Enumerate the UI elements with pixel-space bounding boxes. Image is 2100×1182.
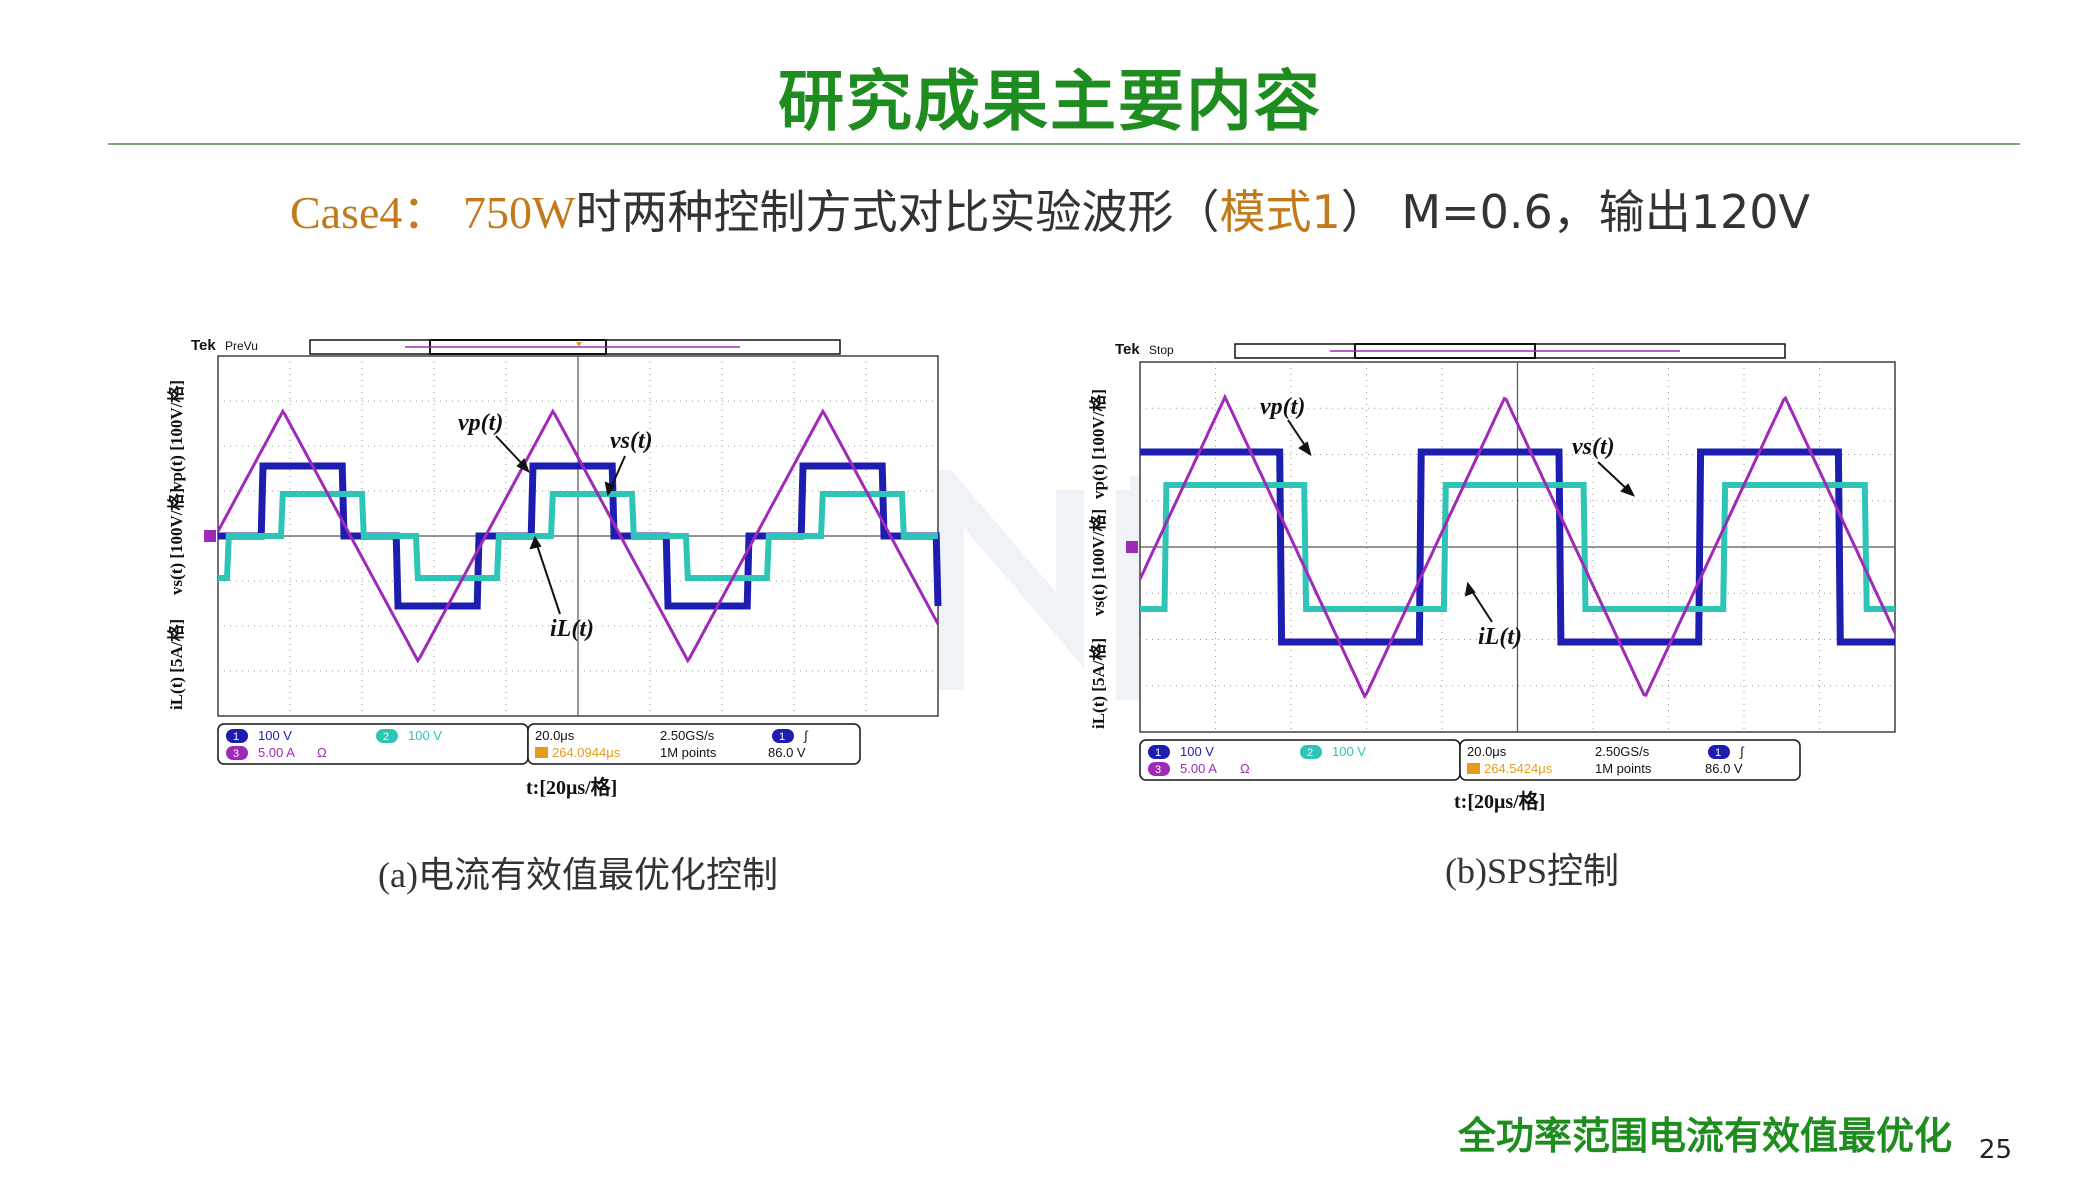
trigger-position: 264.5424μs: [1484, 761, 1553, 776]
scope-status-panel: 1 100 V 2 100 V 3 5.00 A Ω 20.0μs 2.50GS…: [217, 723, 861, 765]
trace-label-il: iL(t): [550, 616, 594, 642]
caption-a: (a)电流有效值最优化控制: [378, 855, 778, 895]
sample-rate: 2.50GS/s: [660, 728, 715, 743]
ylabels: vp(t) [100V/格] vs(t) [100V/格] iL(t) [5A/…: [166, 380, 186, 710]
timebase: 20.0μs: [535, 728, 575, 743]
scope-status: PreVu: [225, 339, 258, 353]
trigger-level: 86.0 V: [768, 745, 806, 760]
svg-text:1: 1: [1715, 747, 1721, 759]
slide-subtitle: Case4： 750W时两种控制方式对比实验波形（模式1） M=0.6，输出12…: [0, 176, 2100, 242]
ch2-scale: 100 V: [408, 728, 442, 743]
trace-label-il: iL(t): [1478, 624, 1522, 650]
xlabel: t:[20μs/格]: [526, 775, 617, 799]
xlabel: t:[20μs/格]: [1454, 789, 1545, 813]
subtitle-mode: 模式1: [1219, 185, 1341, 239]
svg-text:2: 2: [383, 731, 389, 743]
ylabel-vp: vp(t) [100V/格]: [166, 380, 186, 490]
subtitle-text-2: ） M=0.6，输出120V: [1340, 185, 1811, 239]
waveform-traces: [204, 408, 942, 664]
scope-status-panel: 1 100 V 2 100 V 3 5.00 A Ω 20.0μs 2.50GS…: [1139, 739, 1801, 781]
ch3-unit: Ω: [317, 745, 327, 760]
sample-rate: 2.50GS/s: [1595, 744, 1650, 759]
scope-brand: Tek: [191, 337, 216, 354]
page-number: 25: [1978, 1135, 2012, 1165]
trace-label-vs: vs(t): [1572, 434, 1615, 460]
trace-label-vs: vs(t): [610, 428, 653, 454]
ch3-unit: Ω: [1240, 761, 1250, 776]
svg-text:2: 2: [1307, 747, 1313, 759]
svg-text:3: 3: [233, 748, 239, 760]
scope-brand: Tek: [1115, 341, 1140, 358]
svg-text:1: 1: [779, 731, 785, 743]
trigger-position: 264.0944μs: [552, 745, 621, 760]
trigger-level: 86.0 V: [1705, 761, 1743, 776]
svg-text:1: 1: [233, 731, 239, 743]
svg-text:∫: ∫: [803, 728, 809, 743]
slide-title: 研究成果主要内容: [778, 63, 1322, 140]
svg-text:1: 1: [1155, 747, 1161, 759]
ylabel-vs: vs(t) [100V/格]: [1088, 509, 1108, 616]
ylabel-vp: vp(t) [100V/格]: [1088, 389, 1108, 499]
ylabel-il: iL(t) [5A/格]: [166, 619, 186, 710]
subtitle-case-label: Case4：: [289, 187, 449, 238]
ch2-scale: 100 V: [1332, 744, 1366, 759]
svg-text:3: 3: [1155, 764, 1161, 776]
trace-label-vp: vp(t): [1260, 394, 1305, 420]
ch1-scale: 100 V: [258, 728, 292, 743]
record-length: 1M points: [1595, 761, 1652, 776]
oscilloscope-figure-b: Tek Stop vp(t) [100V/格] vs(t) [100V/格] i…: [1088, 341, 1897, 813]
ch1-scale: 100 V: [1180, 744, 1214, 759]
ylabel-vs: vs(t) [100V/格]: [166, 488, 186, 595]
svg-text:∫: ∫: [1739, 744, 1745, 759]
title-divider: [108, 143, 2020, 145]
subtitle-text-1: 时两种控制方式对比实验波形（: [575, 185, 1220, 239]
timebase: 20.0μs: [1467, 744, 1507, 759]
ylabels: vp(t) [100V/格] vs(t) [100V/格] iL(t) [5A/…: [1088, 389, 1108, 729]
trigger-marker-icon: [576, 342, 582, 347]
scope-status: Stop: [1149, 343, 1174, 357]
ch3-scale: 5.00 A: [1180, 761, 1217, 776]
record-length: 1M points: [660, 745, 717, 760]
ylabel-il: iL(t) [5A/格]: [1088, 638, 1108, 729]
oscilloscope-figure-a: Tek PreVu vp(t) [100V/格] vs(t) [100V/格] …: [166, 337, 942, 799]
subtitle-power: 750W: [463, 187, 576, 238]
waveform-traces: [1126, 393, 1897, 700]
caption-b: (b)SPS控制: [1445, 851, 1620, 891]
trace-label-vp: vp(t): [458, 410, 503, 436]
ch3-scale: 5.00 A: [258, 745, 295, 760]
footer-text: 全功率范围电流有效值最优化: [1457, 1114, 1952, 1158]
